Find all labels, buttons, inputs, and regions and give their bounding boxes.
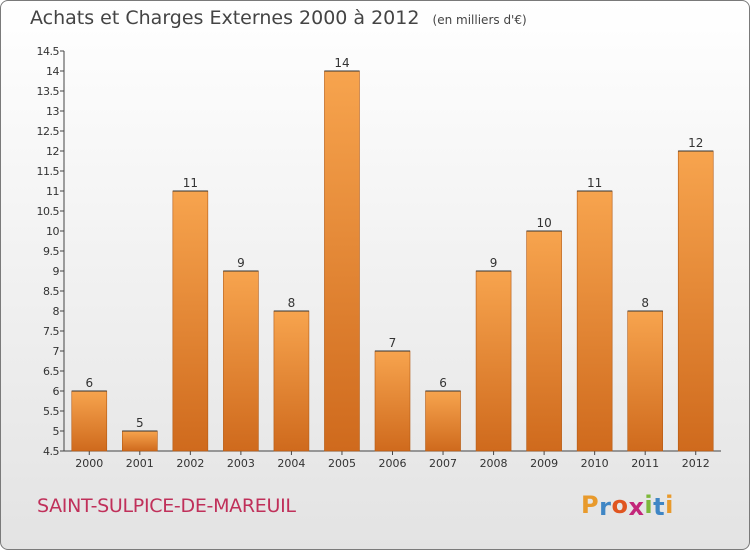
- x-tick-label: 2007: [429, 457, 457, 470]
- bar: [172, 190, 209, 452]
- bar-value-label: 6: [85, 376, 93, 390]
- logo-letter: i: [665, 491, 674, 519]
- bar: [526, 230, 562, 452]
- y-tick-label: 11.5: [37, 165, 60, 178]
- bar: [122, 430, 158, 452]
- logo-letter: x: [628, 493, 645, 521]
- bar: [374, 350, 411, 452]
- bar: [425, 390, 461, 452]
- proxiti-logo: Proxiti: [581, 491, 674, 521]
- chart-title: Achats et Charges Externes 2000 à 2012: [30, 7, 420, 29]
- logo-letter: r: [599, 493, 612, 521]
- bar-value-label: 6: [439, 376, 447, 390]
- bar: [223, 270, 259, 452]
- y-tick-label: 8: [53, 305, 60, 318]
- x-tick-label: 2005: [328, 457, 356, 470]
- x-tick-label: 2002: [176, 457, 204, 470]
- bar-value-label: 5: [136, 416, 144, 430]
- bar-labels: 6 5 11 9 8 14 7 6 9 10 11 8 12: [85, 56, 703, 430]
- bar: [71, 390, 108, 452]
- x-tick-label: 2000: [75, 457, 103, 470]
- bar-value-label: 8: [288, 296, 296, 310]
- bar-value-label: 10: [536, 216, 551, 230]
- bar-value-label: 9: [490, 256, 498, 270]
- bar: [627, 310, 663, 452]
- y-tick-label: 11: [46, 185, 59, 198]
- x-tick-label: 2009: [530, 457, 558, 470]
- bar: [273, 310, 310, 452]
- x-tick-label: 2004: [277, 457, 305, 470]
- chart-unit: (en milliers d'€): [432, 13, 527, 27]
- logo-letter: i: [644, 491, 654, 519]
- x-tick-label: 2008: [480, 457, 508, 470]
- y-tick-label: 8.5: [43, 285, 59, 298]
- y-tick-label: 7.5: [43, 325, 59, 338]
- y-tick-label: 12.5: [37, 125, 60, 138]
- bar: [475, 270, 512, 452]
- bar-value-label: 14: [334, 56, 349, 70]
- logo-letter: o: [611, 491, 629, 519]
- y-tick-label: 5: [53, 425, 60, 438]
- bar: [324, 70, 360, 452]
- x-tick-label: 2001: [126, 457, 154, 470]
- bar-value-label: 8: [641, 296, 649, 310]
- y-tick-label: 7: [53, 345, 60, 358]
- y-tick-label: 14: [46, 65, 59, 78]
- y-tick-label: 14.5: [37, 45, 60, 58]
- chart-title-row: Achats et Charges Externes 2000 à 2012 (…: [30, 7, 527, 29]
- x-tick-label: 2011: [631, 457, 659, 470]
- bar: [576, 190, 613, 452]
- y-tick-label: 6.5: [43, 365, 59, 378]
- bar-value-label: 12: [688, 136, 703, 150]
- y-tick-label: 13: [46, 105, 59, 118]
- y-tick-label: 4.5: [43, 445, 59, 458]
- y-tick-label: 12: [46, 145, 59, 158]
- y-tick-label: 6: [53, 385, 60, 398]
- y-tick-label: 5.5: [43, 405, 59, 418]
- commune-name: SAINT-SULPICE-DE-MAREUIL: [37, 495, 296, 517]
- bar-value-label: 9: [237, 256, 245, 270]
- x-tick-label: 2003: [227, 457, 255, 470]
- bar-value-label: 7: [389, 336, 397, 350]
- bars: [71, 70, 714, 452]
- bar-value-label: 11: [183, 176, 198, 190]
- logo-letter: P: [581, 491, 600, 519]
- x-tick-label: 2006: [379, 457, 407, 470]
- x-tick-label: 2012: [682, 457, 710, 470]
- y-tick-label: 9: [53, 265, 60, 278]
- y-tick-label: 10: [46, 225, 59, 238]
- bar: [677, 150, 714, 452]
- logo-letter: t: [653, 493, 666, 521]
- y-tick-label: 9.5: [43, 245, 59, 258]
- y-tick-label: 10.5: [37, 205, 60, 218]
- y-tick-label: 13.5: [37, 85, 60, 98]
- bar-value-label: 11: [587, 176, 602, 190]
- x-tick-label: 2010: [581, 457, 609, 470]
